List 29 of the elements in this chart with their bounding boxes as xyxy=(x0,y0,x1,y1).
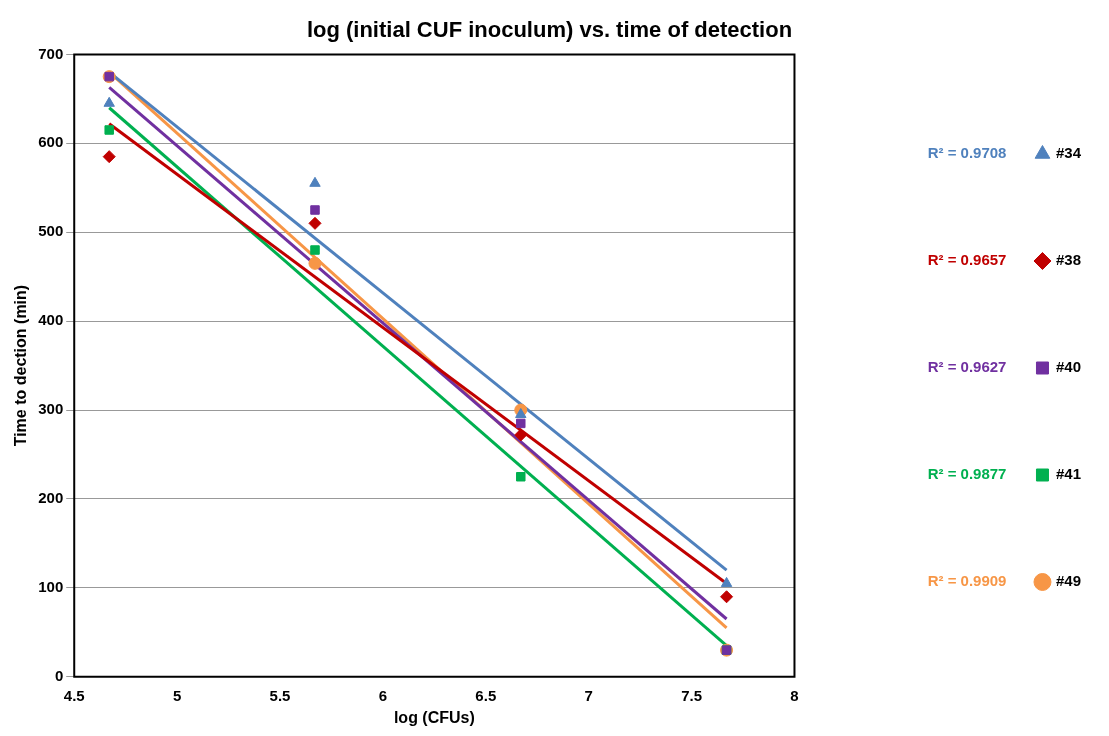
x-tick-label: 8 xyxy=(790,686,799,704)
x-axis-title: log (CFUs) xyxy=(393,708,475,726)
y-tick-label: 500 xyxy=(38,222,64,240)
x-tick-label: 5 xyxy=(172,686,182,704)
y-tick-label: 400 xyxy=(38,311,64,329)
x-tick-label: 5.5 xyxy=(269,686,291,704)
y-tick-label: 100 xyxy=(38,578,64,596)
legend-label: #49 xyxy=(1055,572,1081,590)
legend-label: #41 xyxy=(1055,465,1081,483)
x-tick-label: 6 xyxy=(378,686,388,704)
text: R² = 0.9657 xyxy=(927,251,1007,269)
text: R² = 0.9877 xyxy=(927,465,1007,483)
y-tick-label: 700 xyxy=(38,44,64,62)
y-tick-label: 0 xyxy=(54,666,64,684)
legend-label: #38 xyxy=(1055,251,1081,269)
y-tick-label: 300 xyxy=(38,400,64,418)
x-tick-label: 4.5 xyxy=(63,686,85,704)
text: R² = 0.9708 xyxy=(927,144,1007,162)
y-axis-title: Time to dection (min) xyxy=(12,284,30,447)
x-tick-label: 6.5 xyxy=(475,686,497,704)
y-tick-label: 200 xyxy=(38,489,64,507)
legend-label: #34 xyxy=(1055,144,1082,162)
y-tick-label: 600 xyxy=(38,133,64,151)
legend-label: #40 xyxy=(1055,358,1081,376)
x-tick-label: 7.5 xyxy=(681,686,703,704)
text: R² = 0.9909 xyxy=(927,572,1007,590)
text: R² = 0.9627 xyxy=(927,358,1007,376)
x-tick-label: 7 xyxy=(584,686,593,704)
chart-title: log (initial CUF inoculum) vs. time of detection xyxy=(306,17,793,43)
